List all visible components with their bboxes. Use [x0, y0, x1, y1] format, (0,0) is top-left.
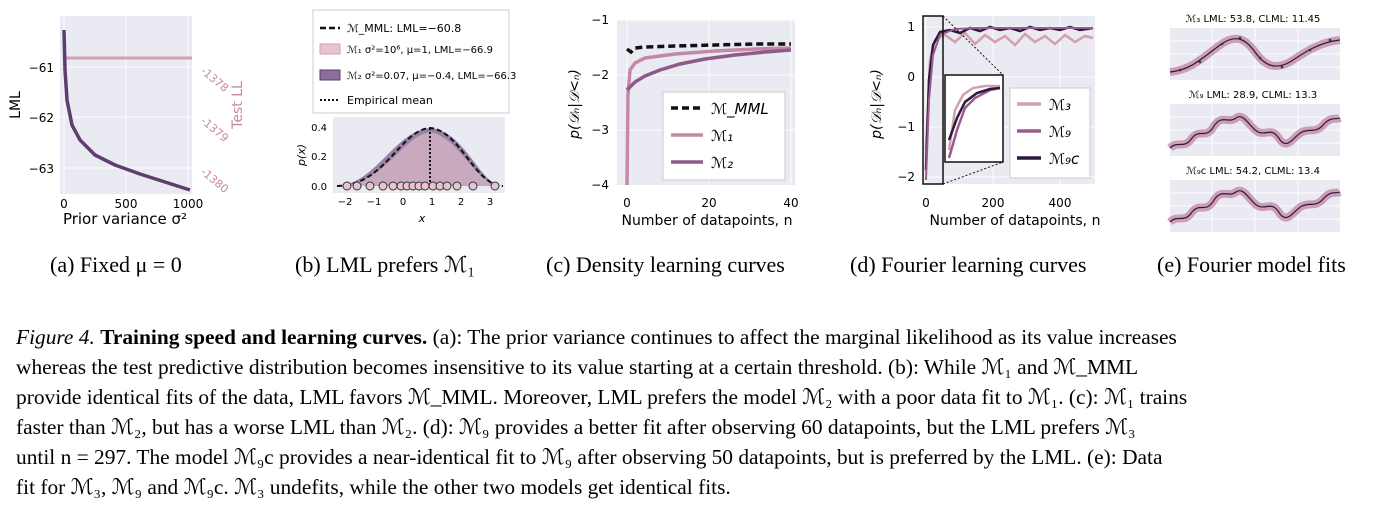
panel-b-xtick: −1 [367, 197, 382, 208]
panel-c-legend-item: ℳ_MML [711, 100, 769, 119]
panel-a-y2tick: -1380 [198, 165, 231, 196]
panel-a-ytick: −61 [29, 61, 54, 75]
caption-line: provide identical fits of the data, LML … [16, 385, 1188, 409]
panel-c-ytick: −1 [591, 13, 609, 27]
panel-b-ylabel: p(x) [295, 144, 308, 167]
panel-b-legend-item: ℳ₂ σ²=0.07, μ=−0.4, LML=−66.3 [347, 71, 516, 82]
panel-d-legend-item: ℳ₃ [1049, 96, 1071, 114]
panel-b-ytick: 0.4 [311, 123, 327, 134]
panel-c-m2-curve [625, 48, 792, 92]
panel-a-caption: (a) Fixed μ = 0 [50, 252, 182, 277]
panel-d-ytick: −2 [897, 170, 915, 184]
panel-c-ytick: −4 [591, 178, 609, 192]
figure-label: Figure 4. [16, 325, 95, 349]
panel-a-lml-curve [62, 29, 191, 192]
panel-c-ytick: −3 [591, 123, 609, 137]
panel-a-xtick: 0 [60, 197, 68, 211]
caption-line: fit for ℳ₃, ℳ₉ and ℳ₉c. ℳ₃ undefits, whi… [16, 475, 731, 499]
panel-b-xtick: 3 [487, 197, 493, 208]
panel-e-title: ℳ₃ LML: 53.8, CLML: 11.45 [1186, 14, 1321, 25]
panel-a-ylabel: LML [8, 91, 24, 119]
figure-caption: Figure 4. Training speed and learning cu… [16, 322, 1368, 502]
panel-b-legend-item: Empirical mean [347, 94, 433, 107]
panel-d-zoom-box [922, 15, 944, 185]
panel-c-xlabel: Number of datapoints, n [622, 213, 793, 229]
panel-b-caption: (b) LML prefers ℳ₁ [295, 252, 476, 277]
panel-a-y2tick: -1379 [198, 114, 231, 145]
panel-d-m9c-curve [924, 25, 1094, 171]
panel-d-caption: (d) Fourier learning curves [850, 252, 1087, 277]
panel-d-m9-curve [925, 27, 1093, 181]
panel-d-ytick: −1 [897, 120, 915, 134]
panel-d-ytick: 0 [907, 70, 915, 84]
panel-b-xlabel: x [418, 212, 426, 225]
panel-c-xtick: 0 [623, 196, 631, 210]
panel-d-m3-curve [924, 31, 1094, 151]
panel-b-m1-fill [335, 132, 503, 186]
panel-d-xtick: 0 [922, 196, 930, 210]
panel-b-legend-item: ℳ_MML: LML=−60.8 [347, 22, 461, 35]
panel-c-legend-item: ℳ₁ [711, 127, 733, 145]
panel-a-y2label: Test LL [230, 81, 246, 130]
panel-b-xtick: −2 [338, 197, 353, 208]
panel-c-chart: ℳ_MML ℳ₁ ℳ₂ −1 −2 −3 −4 0 20 40 Number o… [567, 13, 799, 229]
panel-b-ytick: 0.2 [311, 152, 327, 163]
panel-c-mml-curve [625, 42, 791, 55]
panel-a-y2tick: -1378 [198, 64, 231, 95]
caption-line: faster than ℳ₂, but has a worse LML than… [16, 415, 1136, 439]
panel-e-title: ℳ₉c LML: 54.2, CLML: 13.4 [1186, 166, 1320, 177]
panel-b-legend-item: ℳ₁ σ²=10⁶, μ=1, LML=−66.9 [347, 45, 493, 56]
panel-a-ytick: −62 [29, 111, 54, 125]
panel-e-chart: ℳ₃ LML: 53.8, CLML: 11.45 ℳ₉ LML: 28.9, … [1167, 14, 1342, 232]
panel-e-title: ℳ₉ LML: 28.9, CLML: 13.3 [1189, 90, 1317, 101]
panel-d-legend-item: ℳ₉ [1049, 123, 1071, 141]
caption-line: whereas the test predictive distribution… [16, 355, 1139, 379]
panel-b-ytick: 0.0 [311, 182, 327, 193]
panel-e-caption: (e) Fourier model fits [1157, 252, 1346, 277]
panel-b-xtick: 2 [458, 197, 464, 208]
panel-b-xtick: 0 [400, 197, 406, 208]
panel-c-ylabel: p(𝒟ₙ|𝒟<ₙ) [567, 69, 583, 140]
panel-c-xtick: 20 [701, 196, 716, 210]
panel-d-ytick: 1 [907, 20, 915, 34]
panel-c-legend-item: ℳ₂ [711, 154, 733, 172]
panel-a-xtick: 1000 [173, 197, 204, 211]
caption-line: until n = 297. The model ℳ₉c provides a … [16, 445, 1163, 469]
caption-line: (a): The prior variance continues to aff… [432, 325, 1177, 349]
panel-a-xtick: 500 [115, 197, 138, 211]
panel-a-ytick: −63 [29, 162, 54, 176]
panel-c-caption: (c) Density learning curves [546, 252, 785, 277]
panel-d-xtick: 200 [982, 196, 1005, 210]
panel-d-legend-item: ℳ₉c [1049, 150, 1080, 168]
panel-c-xtick: 40 [783, 196, 798, 210]
panel-a-xlabel: Prior variance σ² [63, 210, 187, 228]
panel-b-legend: ℳ_MML: LML=−60.8 ℳ₁ σ²=10⁶, μ=1, LML=−66… [312, 9, 516, 114]
panel-b-datapoints [342, 181, 500, 191]
panel-a-chart: −61 −62 −63 0 500 1000 Prior variance σ²… [8, 16, 246, 228]
panel-d-chart: ℳ₃ ℳ₉ ℳ₉c 1 0 −1 −2 0 200 400 Number of … [869, 15, 1101, 229]
figure-title: Training speed and learning curves. [100, 325, 428, 349]
panel-d-xlabel: Number of datapoints, n [930, 213, 1101, 229]
panel-b-xtick: 1 [429, 197, 435, 208]
panel-c-ytick: −2 [591, 68, 609, 82]
panel-b-chart: ℳ_MML: LML=−60.8 ℳ₁ σ²=10⁶, μ=1, LML=−66… [295, 9, 516, 225]
panel-d-ylabel: p(𝒟ₙ|𝒟<ₙ) [869, 69, 885, 140]
panel-d-xtick: 400 [1049, 196, 1072, 210]
